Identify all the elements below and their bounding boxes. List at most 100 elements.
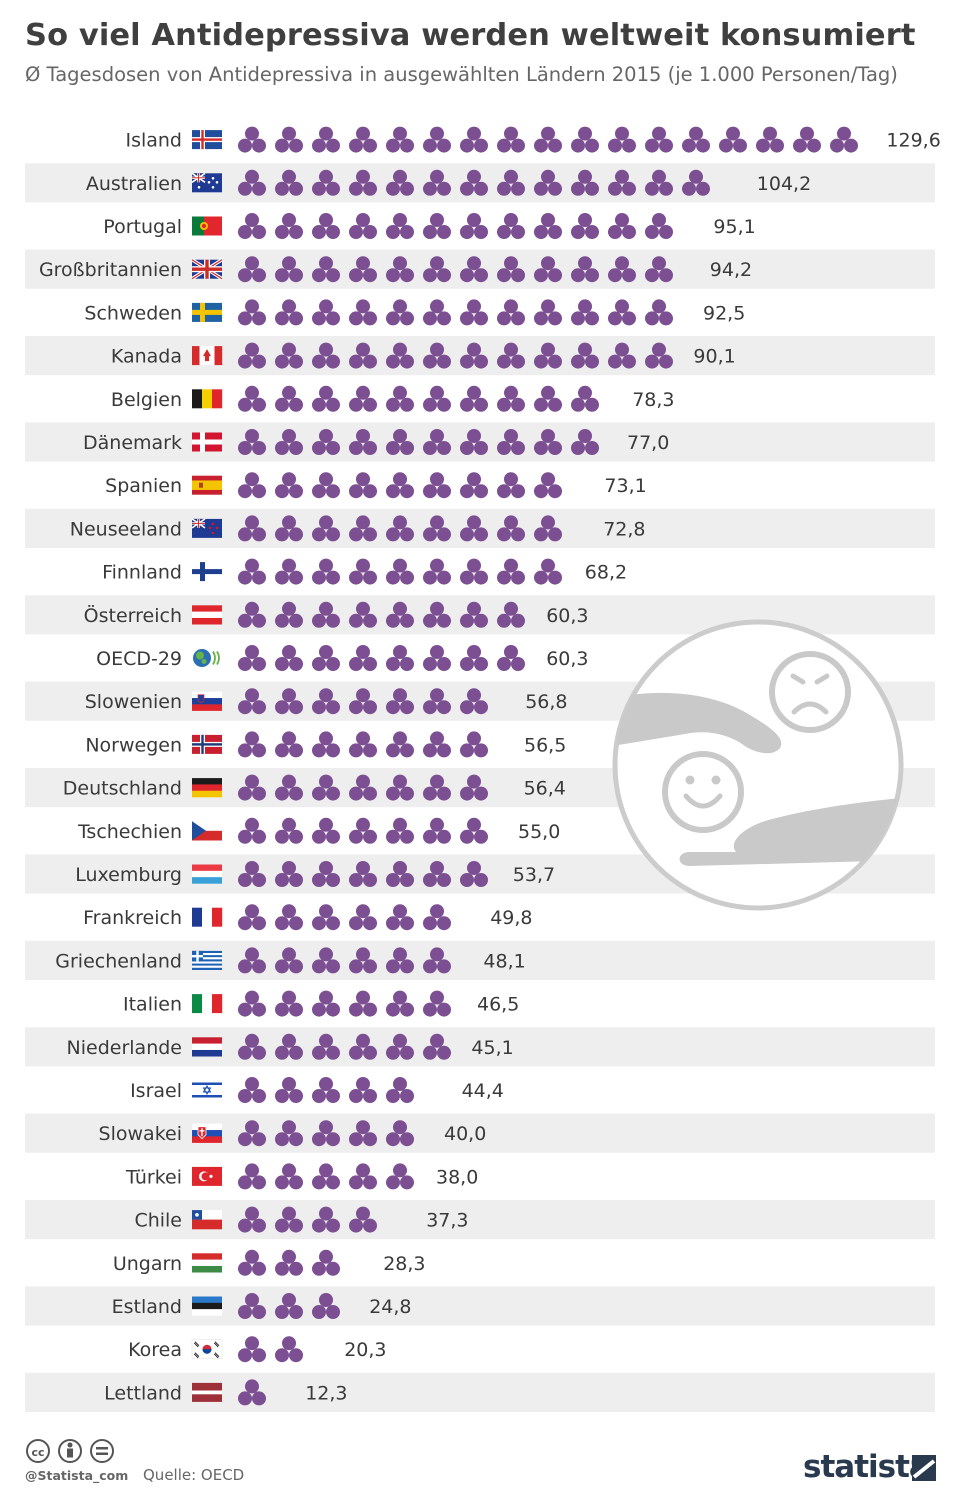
- value-label: 95,1: [713, 216, 755, 238]
- pill-icon: [460, 385, 488, 412]
- chart-row: Ungarn 28,3: [113, 1249, 426, 1276]
- pill-icon: [386, 904, 414, 931]
- flag-icon: [192, 1296, 222, 1316]
- chart-row: Deutschland 56,4: [63, 774, 566, 801]
- value-label: 48,1: [483, 950, 525, 972]
- pill-icon: [275, 731, 303, 758]
- value-label: 55,0: [518, 821, 560, 843]
- pill-icon: [312, 213, 340, 239]
- pill-icon: [534, 385, 562, 412]
- chart-row: Island 129,6: [125, 126, 941, 153]
- category-label: Chile: [134, 1210, 182, 1232]
- category-label: Österreich: [84, 604, 182, 627]
- pill-icon: [497, 385, 525, 412]
- chart-row: Estland 24,8: [112, 1293, 412, 1319]
- pill-icon: [312, 1249, 340, 1276]
- chart-row: Frankreich 49,8: [83, 904, 533, 931]
- pill-icon: [460, 472, 488, 499]
- pill-icon: [312, 990, 340, 1017]
- pill-icon: [238, 385, 266, 412]
- pill-icon: [571, 299, 599, 326]
- flag-icon: [192, 432, 222, 452]
- flag-icon: [192, 475, 222, 495]
- pill-icon: [386, 299, 414, 326]
- category-label: Spanien: [105, 475, 182, 497]
- pictogram-chart: Island 129,6 Australien 104,2 Portugal 95,1 Gr…: [25, 126, 941, 1412]
- pill-icon: [830, 126, 858, 153]
- flag-icon: [192, 734, 222, 754]
- chart-row: Türkei 38,0: [125, 1163, 478, 1190]
- pill-icon: [608, 126, 636, 153]
- pill-icon: [571, 213, 599, 239]
- category-label: Tschechien: [77, 821, 182, 843]
- pill-icon: [423, 385, 451, 412]
- statista-logo: statista: [803, 1449, 936, 1485]
- pill-icon: [312, 558, 340, 585]
- flag-icon: [192, 346, 223, 366]
- pill-icon: [275, 817, 303, 844]
- value-label: 92,5: [703, 302, 745, 324]
- pill-icon: [312, 1163, 340, 1190]
- value-label: 44,4: [462, 1080, 504, 1102]
- chart-row: Österreich 60,3: [84, 601, 589, 628]
- chart-row: Finnland 68,2: [102, 558, 627, 585]
- chart-subtitle: Ø Tagesdosen von Antidepressiva in ausge…: [25, 63, 898, 86]
- pill-icon: [386, 213, 414, 239]
- pill-icon: [238, 299, 266, 326]
- row-stripe: [25, 1286, 935, 1326]
- pill-icon: [275, 645, 303, 671]
- pill-icon: [275, 385, 303, 412]
- chart-row: Neuseeland 72,8: [70, 515, 646, 542]
- value-label: 38,0: [436, 1166, 478, 1188]
- value-label: 90,1: [693, 346, 735, 368]
- value-label: 12,3: [305, 1382, 347, 1404]
- flag-icon: [192, 1166, 222, 1186]
- pill-icon: [312, 126, 340, 153]
- pill-icon: [756, 126, 784, 153]
- pill-icon: [349, 990, 377, 1017]
- chart-row: Israel 44,4: [130, 1077, 504, 1103]
- category-label: Kanada: [111, 346, 182, 368]
- pill-icon: [497, 472, 525, 499]
- pill-icon: [238, 645, 266, 671]
- pill-icon: [312, 817, 340, 844]
- flag-icon: [191, 172, 222, 193]
- category-label: Korea: [128, 1339, 182, 1361]
- category-label: Niederlande: [67, 1037, 182, 1059]
- creative-commons-icon: cc: [26, 1439, 114, 1463]
- pill-icon: [423, 645, 451, 671]
- chart-row: Belgien 78,3: [111, 385, 675, 412]
- value-label: 46,5: [477, 994, 519, 1016]
- flag-icon: [192, 1123, 222, 1143]
- flag-icon: [192, 1080, 222, 1100]
- flag-icon: [193, 649, 220, 667]
- pill-icon: [312, 385, 340, 412]
- pill-icon: [682, 126, 710, 153]
- flag-icon: [192, 302, 222, 322]
- pill-icon: [238, 472, 266, 499]
- chart-row: Slowenien 56,8: [85, 688, 568, 715]
- pill-icon: [349, 385, 377, 412]
- category-label: OECD-29: [96, 648, 182, 670]
- pill-icon: [423, 731, 451, 758]
- category-label: Schweden: [84, 302, 182, 324]
- pill-icon-partial: [682, 213, 702, 239]
- pill-icon: [238, 731, 266, 758]
- pill-icon-partial: [571, 472, 593, 499]
- pill-icon: [275, 1336, 303, 1363]
- chart-row: Chile 37,3: [134, 1206, 469, 1233]
- brand-name: statista: [803, 1449, 930, 1485]
- category-label: Estland: [112, 1296, 182, 1318]
- value-label: 60,3: [546, 648, 588, 670]
- footer-source: Quelle: OECD: [143, 1466, 245, 1484]
- pill-icon: [275, 1249, 303, 1276]
- pill-icon: [275, 1077, 303, 1103]
- value-label: 60,3: [546, 605, 588, 627]
- pill-icon: [386, 1163, 414, 1190]
- pill-icon: [423, 299, 451, 326]
- pill-icon: [534, 213, 562, 239]
- pill-icon: [349, 817, 377, 844]
- pill-icon: [275, 299, 303, 326]
- sad-happy-hands-icon: [612, 619, 904, 911]
- pill-icon: [497, 299, 525, 326]
